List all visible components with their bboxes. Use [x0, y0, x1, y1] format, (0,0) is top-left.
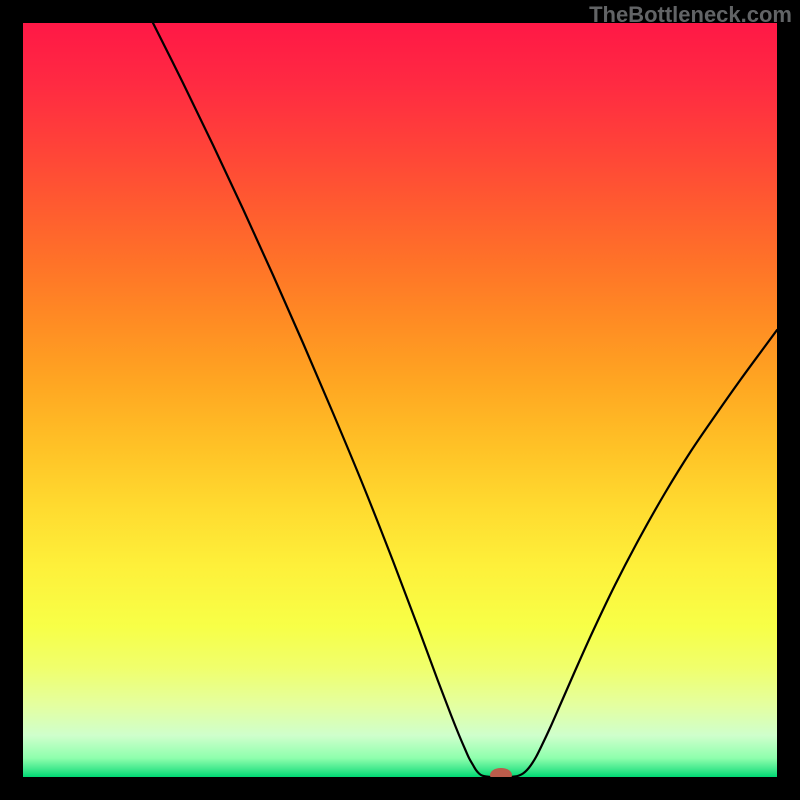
plot-area	[23, 23, 777, 777]
bottleneck-curve-path	[153, 23, 777, 777]
watermark-text: TheBottleneck.com	[589, 2, 792, 28]
optimal-point-marker	[490, 768, 512, 777]
chart-container: TheBottleneck.com	[0, 0, 800, 800]
bottleneck-curve	[23, 23, 777, 777]
